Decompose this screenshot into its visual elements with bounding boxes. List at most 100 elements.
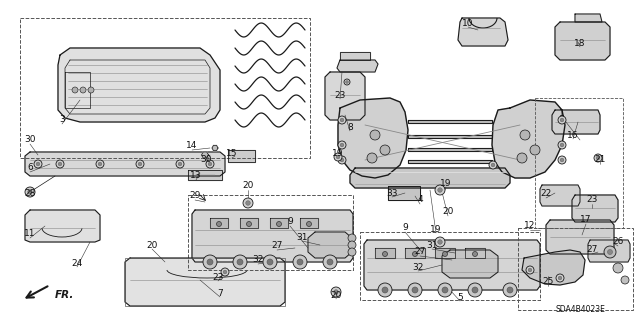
Circle shape	[408, 283, 422, 297]
Text: 9: 9	[287, 218, 293, 226]
Bar	[188, 195, 353, 270]
Circle shape	[560, 118, 564, 122]
Circle shape	[607, 249, 612, 255]
Bar	[535, 98, 623, 228]
Text: 12: 12	[524, 221, 536, 231]
Circle shape	[338, 116, 346, 124]
Circle shape	[216, 221, 221, 226]
Circle shape	[528, 268, 532, 272]
Circle shape	[438, 283, 452, 297]
Text: 30: 30	[200, 155, 212, 165]
Text: 15: 15	[227, 150, 237, 159]
Text: 31: 31	[426, 241, 438, 249]
Circle shape	[348, 241, 356, 249]
Text: 32: 32	[412, 263, 424, 271]
Bar	[360, 232, 540, 300]
Polygon shape	[192, 210, 353, 262]
Circle shape	[442, 251, 447, 256]
Circle shape	[468, 283, 482, 297]
Circle shape	[413, 251, 417, 256]
Circle shape	[138, 162, 142, 166]
Circle shape	[263, 255, 277, 269]
Text: 5: 5	[457, 293, 463, 301]
Circle shape	[28, 190, 32, 194]
Polygon shape	[575, 14, 602, 22]
Text: 32: 32	[252, 256, 264, 264]
Circle shape	[36, 162, 40, 166]
Text: 7: 7	[217, 288, 223, 298]
Circle shape	[435, 185, 445, 195]
Circle shape	[207, 259, 213, 265]
Bar	[20, 18, 310, 158]
Circle shape	[472, 251, 477, 256]
Text: 20: 20	[147, 241, 157, 249]
Circle shape	[556, 274, 564, 282]
Polygon shape	[228, 150, 255, 162]
Circle shape	[221, 268, 229, 276]
Circle shape	[323, 255, 337, 269]
Polygon shape	[555, 22, 610, 60]
Text: 19: 19	[332, 149, 344, 158]
Polygon shape	[212, 145, 218, 151]
Polygon shape	[325, 72, 365, 120]
Text: 13: 13	[190, 172, 202, 181]
Polygon shape	[540, 185, 580, 206]
Circle shape	[293, 255, 307, 269]
Circle shape	[344, 79, 350, 85]
Text: 29: 29	[189, 191, 201, 201]
Text: 6: 6	[27, 164, 33, 173]
Circle shape	[203, 255, 217, 269]
Circle shape	[348, 248, 356, 256]
Bar	[125, 258, 285, 306]
Text: 19: 19	[430, 225, 442, 234]
Circle shape	[435, 237, 445, 247]
Polygon shape	[240, 218, 258, 228]
Circle shape	[80, 87, 86, 93]
Text: 3: 3	[59, 115, 65, 124]
Circle shape	[336, 155, 340, 159]
Circle shape	[558, 116, 566, 124]
Text: 22: 22	[540, 189, 552, 198]
Circle shape	[176, 160, 184, 168]
Circle shape	[442, 287, 448, 293]
Circle shape	[98, 162, 102, 166]
Circle shape	[338, 156, 346, 164]
Text: 24: 24	[72, 258, 83, 268]
Circle shape	[558, 156, 566, 164]
Polygon shape	[408, 148, 492, 151]
Circle shape	[613, 263, 623, 273]
Polygon shape	[364, 240, 540, 290]
Text: 23: 23	[586, 196, 598, 204]
Circle shape	[621, 276, 629, 284]
Circle shape	[88, 87, 94, 93]
Polygon shape	[300, 218, 318, 228]
Circle shape	[72, 87, 78, 93]
Circle shape	[507, 287, 513, 293]
Circle shape	[383, 251, 387, 256]
Text: 27: 27	[271, 241, 283, 250]
Polygon shape	[442, 250, 498, 278]
Polygon shape	[522, 250, 585, 285]
Circle shape	[380, 145, 390, 155]
Text: 19: 19	[440, 179, 452, 188]
Text: 20: 20	[330, 291, 342, 300]
Circle shape	[367, 153, 377, 163]
Circle shape	[223, 270, 227, 274]
Circle shape	[530, 145, 540, 155]
Text: 21: 21	[595, 155, 605, 165]
Text: 31: 31	[296, 233, 308, 241]
Text: 8: 8	[347, 122, 353, 131]
Polygon shape	[572, 195, 618, 222]
Text: SDA4B4023E: SDA4B4023E	[555, 306, 605, 315]
Polygon shape	[408, 160, 492, 163]
Circle shape	[246, 221, 252, 226]
Circle shape	[233, 255, 247, 269]
Circle shape	[340, 158, 344, 162]
Circle shape	[489, 161, 497, 169]
Polygon shape	[202, 152, 209, 158]
Polygon shape	[270, 218, 288, 228]
Text: 33: 33	[387, 189, 397, 197]
Polygon shape	[125, 258, 285, 306]
Circle shape	[178, 162, 182, 166]
Polygon shape	[338, 98, 408, 178]
